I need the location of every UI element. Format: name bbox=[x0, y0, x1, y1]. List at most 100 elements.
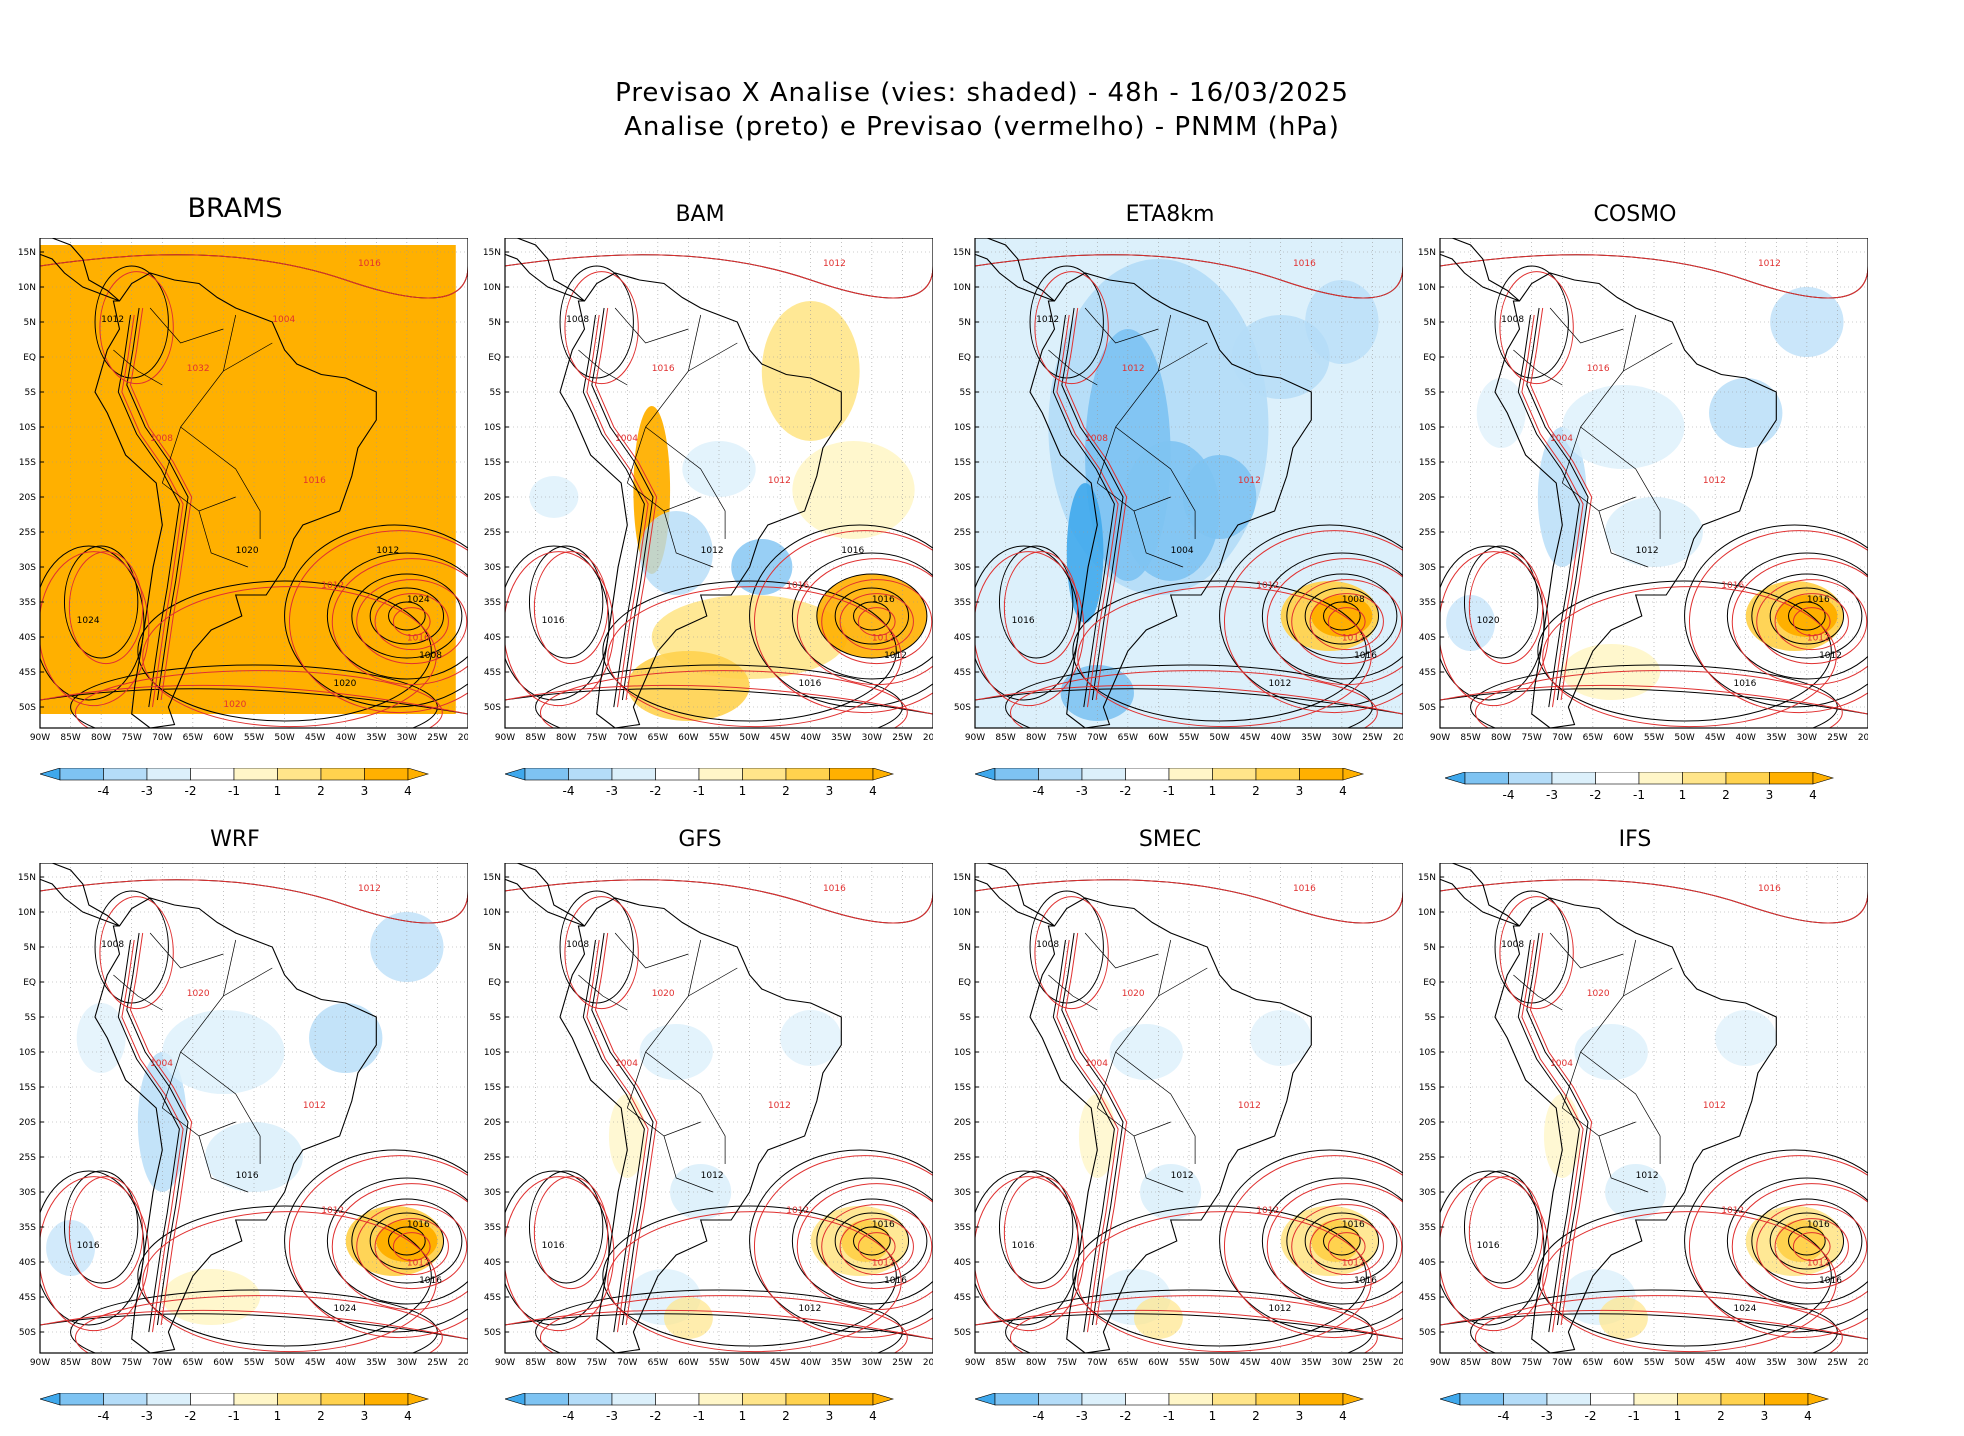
isobar-label: 1012 bbox=[321, 1206, 344, 1216]
isobar-label: 1008 bbox=[101, 940, 124, 950]
colorbar-label: -2 bbox=[650, 1409, 662, 1423]
lat-tick-label: 10N bbox=[1418, 908, 1436, 918]
isobar-label: 1008 bbox=[419, 651, 442, 661]
lat-lon-grid bbox=[1440, 238, 1868, 728]
lat-tick-label: 40S bbox=[19, 633, 36, 643]
lat-tick-label: EQ bbox=[1423, 353, 1436, 363]
lat-tick-label: 15S bbox=[954, 458, 971, 468]
colorbar: -4 -3 -2 -1 1 2 3 4 bbox=[975, 1393, 1365, 1423]
country-border bbox=[578, 974, 628, 1011]
lon-tick-label: 85W bbox=[60, 733, 80, 743]
country-border bbox=[1549, 932, 1624, 969]
coastline bbox=[1494, 272, 1777, 728]
lat-tick-label: 45S bbox=[1419, 1293, 1436, 1303]
colorbar-label: 4 bbox=[869, 784, 877, 798]
lon-tick-label: 90W bbox=[965, 733, 985, 743]
country-border bbox=[180, 426, 261, 539]
colorbar-label: 2 bbox=[782, 784, 790, 798]
isobar-label: 1020 bbox=[1587, 989, 1610, 999]
country-border bbox=[663, 510, 714, 568]
lon-tick-label: 35W bbox=[1301, 733, 1321, 743]
lon-tick-label: 75W bbox=[122, 1358, 142, 1368]
lon-tick-label: 30W bbox=[1332, 1358, 1352, 1368]
isobar-label: 1012 bbox=[1703, 1101, 1726, 1111]
isobar-label: 1012 bbox=[1256, 581, 1279, 591]
lat-tick-label: 10N bbox=[953, 283, 971, 293]
lon-tick-label: 40W bbox=[336, 733, 356, 743]
lon-tick-label: 45W bbox=[305, 733, 325, 743]
lon-tick-label: 35W bbox=[1301, 1358, 1321, 1368]
lon-tick-label: 50W bbox=[1209, 733, 1229, 743]
country-border bbox=[1561, 314, 1637, 484]
colorbar-label: 3 bbox=[1766, 788, 1774, 802]
coastline-central-america bbox=[505, 863, 585, 927]
lat-tick-label: 35S bbox=[954, 1223, 971, 1233]
colorbar-label: -4 bbox=[563, 1409, 575, 1423]
panel-brams: BRAMS 1024 1016 1008 1012 1020 1016 1012 1008 102… bbox=[0, 180, 470, 810]
lon-tick-label: 40W bbox=[801, 733, 821, 743]
colorbar-label: 1 bbox=[1679, 788, 1687, 802]
colorbar-label: 4 bbox=[1339, 784, 1347, 798]
colorbar-label: -2 bbox=[1590, 788, 1602, 802]
colorbar-label: 2 bbox=[782, 1409, 790, 1423]
lon-tick-label: 65W bbox=[1583, 1358, 1603, 1368]
colorbar-label: 1 bbox=[739, 1409, 747, 1423]
lon-tick-label: 50W bbox=[739, 1358, 759, 1368]
lat-tick-label: 40S bbox=[954, 633, 971, 643]
lat-tick-label: 35S bbox=[1419, 1223, 1436, 1233]
colorbar-label: 3 bbox=[826, 784, 834, 798]
lat-tick-label: 5N bbox=[24, 943, 36, 953]
lon-tick-label: 60W bbox=[213, 1358, 233, 1368]
lon-tick-label: 45W bbox=[1705, 1358, 1725, 1368]
lat-tick-label: 5N bbox=[489, 943, 501, 953]
isobar-label: 1012 bbox=[1703, 476, 1726, 486]
coastline bbox=[1029, 897, 1312, 1353]
lat-tick-label: 20S bbox=[954, 493, 971, 503]
colorbar-label: -2 bbox=[1120, 784, 1132, 798]
isobar-label: 1020 bbox=[236, 546, 259, 556]
isobar-label: 1020 bbox=[1122, 989, 1145, 999]
lat-tick-label: 25S bbox=[484, 1153, 501, 1163]
lon-tick-label: 65W bbox=[1118, 1358, 1138, 1368]
lon-tick-label: 85W bbox=[1460, 1358, 1480, 1368]
lon-tick-label: 25W bbox=[892, 1358, 912, 1368]
isobar-label: 1012 bbox=[768, 476, 791, 486]
isobar-label: 1012 bbox=[1721, 1206, 1744, 1216]
colorbar: -4 -3 -2 -1 1 2 3 4 bbox=[40, 1393, 430, 1423]
country-border bbox=[578, 349, 628, 386]
isobar-label: 1012 bbox=[407, 1259, 430, 1269]
lat-tick-label: 25S bbox=[19, 1153, 36, 1163]
lat-tick-label: 25S bbox=[1419, 1153, 1436, 1163]
colorbar-label: -2 bbox=[1585, 1409, 1597, 1423]
lat-tick-label: 10N bbox=[18, 283, 36, 293]
lat-tick-label: 5S bbox=[25, 388, 37, 398]
colorbar-label: -3 bbox=[606, 784, 618, 798]
isobars bbox=[40, 879, 468, 1353]
colorbar-label: 2 bbox=[317, 784, 325, 798]
lat-tick-label: 10S bbox=[1419, 1048, 1436, 1058]
pressure-map: 1016 1012 1016 1012 1012 1016 1008 1004 1012 1020… bbox=[483, 863, 933, 1368]
isobars bbox=[505, 254, 933, 728]
isobar-label: 1012 bbox=[1342, 634, 1365, 644]
lon-tick-label: 45W bbox=[770, 733, 790, 743]
lat-tick-label: 45S bbox=[484, 1293, 501, 1303]
lon-tick-label: 40W bbox=[1271, 1358, 1291, 1368]
lon-tick-label: 20W bbox=[458, 733, 468, 743]
country-border bbox=[1084, 932, 1159, 969]
country-border bbox=[113, 349, 163, 386]
lon-tick-label: 60W bbox=[213, 733, 233, 743]
colorbar-label: -1 bbox=[1163, 1409, 1175, 1423]
coastline-central-america bbox=[505, 238, 585, 302]
lat-tick-label: 45S bbox=[954, 668, 971, 678]
lon-tick-label: 25W bbox=[892, 733, 912, 743]
coastline-central-america bbox=[1440, 238, 1520, 302]
lon-tick-label: 80W bbox=[556, 733, 576, 743]
country-border bbox=[663, 1135, 714, 1193]
lon-tick-label: 40W bbox=[1271, 733, 1291, 743]
isobar-label: 1008 bbox=[1085, 434, 1108, 444]
colorbar-label: 2 bbox=[1252, 1409, 1260, 1423]
colorbar-label: -4 bbox=[1498, 1409, 1510, 1423]
isobar-label: 1016 bbox=[798, 679, 821, 689]
lon-tick-label: 85W bbox=[995, 1358, 1015, 1368]
lat-tick-label: 50S bbox=[1419, 703, 1436, 713]
